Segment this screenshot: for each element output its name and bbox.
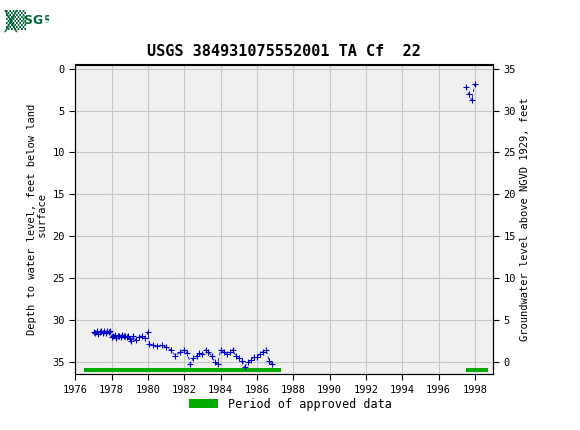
- Bar: [466, 368, 488, 372]
- Title: USGS 384931075552001 TA Cf  22: USGS 384931075552001 TA Cf 22: [147, 44, 421, 59]
- Text: ▒▒: ▒▒: [6, 10, 26, 31]
- FancyBboxPatch shape: [3, 3, 35, 37]
- FancyBboxPatch shape: [6, 4, 75, 37]
- Y-axis label: Groundwater level above NGVD 1929, feet: Groundwater level above NGVD 1929, feet: [520, 98, 530, 341]
- Text: █: █: [3, 8, 22, 33]
- Legend: Period of approved data: Period of approved data: [184, 393, 396, 415]
- Text: ╳: ╳: [5, 9, 16, 31]
- Bar: [85, 368, 281, 372]
- Text: USGS: USGS: [14, 14, 53, 27]
- FancyBboxPatch shape: [5, 2, 39, 39]
- Y-axis label: Depth to water level, feet below land
 surface: Depth to water level, feet below land su…: [27, 104, 48, 335]
- Text: USGS: USGS: [41, 13, 88, 28]
